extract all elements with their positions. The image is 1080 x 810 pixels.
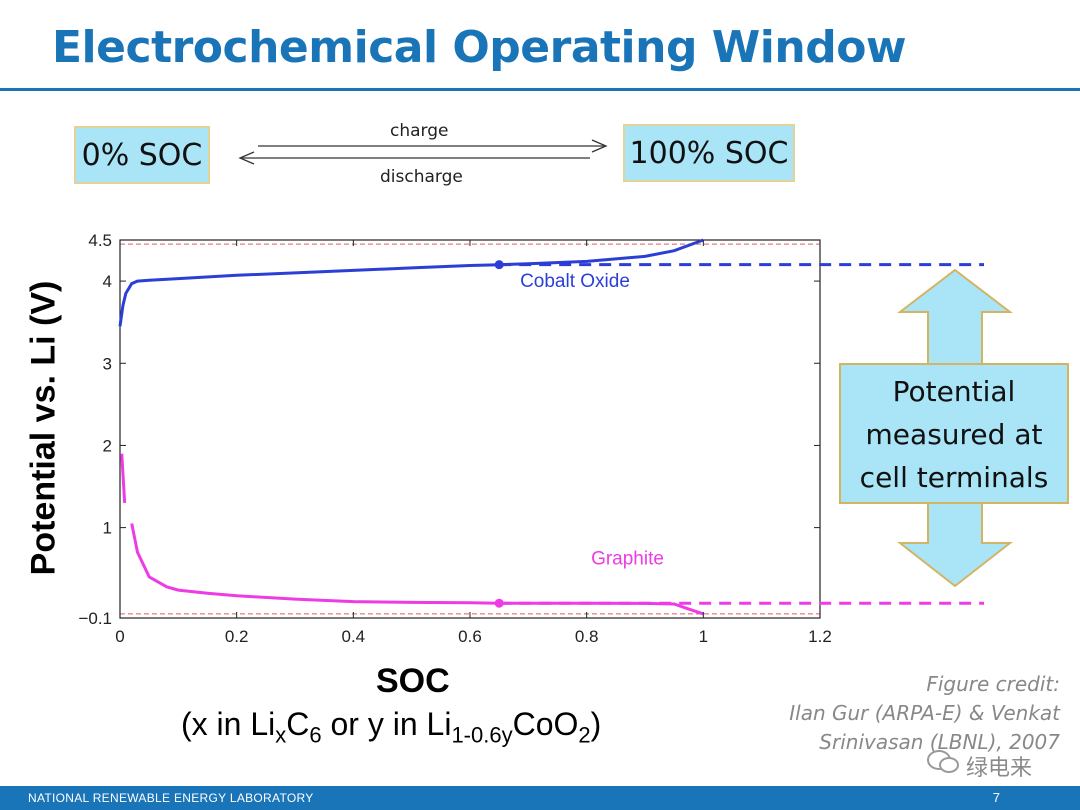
footer-org: NATIONAL RENEWABLE ENERGY LABORATORY — [28, 791, 314, 805]
y-tick-label-5: 4.5 — [88, 231, 112, 250]
discharge-arrowhead — [238, 151, 255, 165]
sub-2: 2 — [578, 722, 591, 748]
y-tick-label-3: 3 — [103, 354, 112, 373]
x-tick-label-1: 0.2 — [225, 627, 249, 646]
discharge-label: discharge — [380, 167, 463, 187]
y-axis-title: Potential vs. Li (V) — [24, 280, 63, 576]
sub-part-2: C — [286, 706, 310, 742]
footer-bar: NATIONAL RENEWABLE ENERGY LABORATORY 7 — [0, 786, 1080, 810]
watermark-text: 绿电来 — [966, 756, 1033, 781]
x-axis-subtitle: (x in LixC6 or y in Li1-0.6yCoO2) — [181, 706, 601, 748]
y-tick-label-4: 4 — [103, 272, 112, 291]
x-tick-label-0: 0 — [115, 627, 124, 646]
credit-line-2: Ilan Gur (ARPA-E) & Venkat — [789, 701, 1060, 725]
sub-x: x — [275, 722, 287, 748]
series-line-cobalt-oxide — [118, 238, 704, 327]
x-tick-label-6: 1.2 — [808, 627, 832, 646]
callout-line-3: cell terminals — [860, 461, 1049, 494]
page-number: 7 — [992, 790, 1000, 805]
y-tick-label-1: 1 — [103, 519, 112, 538]
soc-full-label: 100% SOC — [629, 135, 789, 171]
soc-empty-label: 0% SOC — [81, 137, 203, 173]
soc-empty-box: 0% SOC — [74, 126, 210, 184]
credit-line-3: Srinivasan (LBNL), 2007 — [819, 730, 1060, 754]
sub-part-5: ) — [590, 706, 602, 742]
down-arrow-shape — [897, 502, 1013, 588]
graphite-initial-segment — [120, 453, 127, 504]
x-axis-title: SOC — [376, 662, 450, 700]
y-tick-label-2: 2 — [103, 436, 112, 455]
sub-part-4: CoO — [512, 706, 579, 742]
y-tick-label-0: −0.1 — [78, 609, 112, 628]
sub-1-0.6y: 1-0.6y — [451, 722, 513, 748]
sub-part-3: or y in Li — [321, 706, 452, 742]
charge-discharge-arrows — [238, 139, 608, 165]
wechat-icon — [927, 750, 959, 773]
series-label-1: Graphite — [591, 549, 664, 570]
x-tick-label-5: 1 — [699, 627, 708, 646]
plot-frame — [119, 239, 821, 619]
callout-line-1: Potential — [893, 375, 1016, 408]
callout-line-2: measured at — [866, 418, 1043, 451]
credit-line-1: Figure credit: — [926, 672, 1060, 696]
slide-title: Electrochemical Operating Window — [52, 22, 907, 73]
soc-full-box: 100% SOC — [623, 124, 795, 182]
sub-part-1: (x in Li — [181, 706, 276, 742]
x-tick-label-3: 0.6 — [458, 627, 482, 646]
x-tick-label-4: 0.8 — [575, 627, 599, 646]
charge-label: charge — [390, 121, 449, 141]
callout-box — [839, 363, 1069, 504]
figure-credit: Figure credit: Ilan Gur (ARPA-E) & Venka… — [760, 670, 1060, 757]
potential-chart: Cobalt Oxide Graphite 0 0.2 0.4 0.6 0.8 1 1.2 −0… — [78, 231, 1069, 646]
sub-6: 6 — [309, 722, 322, 748]
series-label-0: Cobalt Oxide — [520, 271, 630, 292]
x-tick-label-2: 0.4 — [342, 627, 366, 646]
charge-arrowhead — [591, 139, 608, 153]
up-arrow-shape — [897, 268, 1013, 365]
title-divider — [0, 88, 1080, 91]
